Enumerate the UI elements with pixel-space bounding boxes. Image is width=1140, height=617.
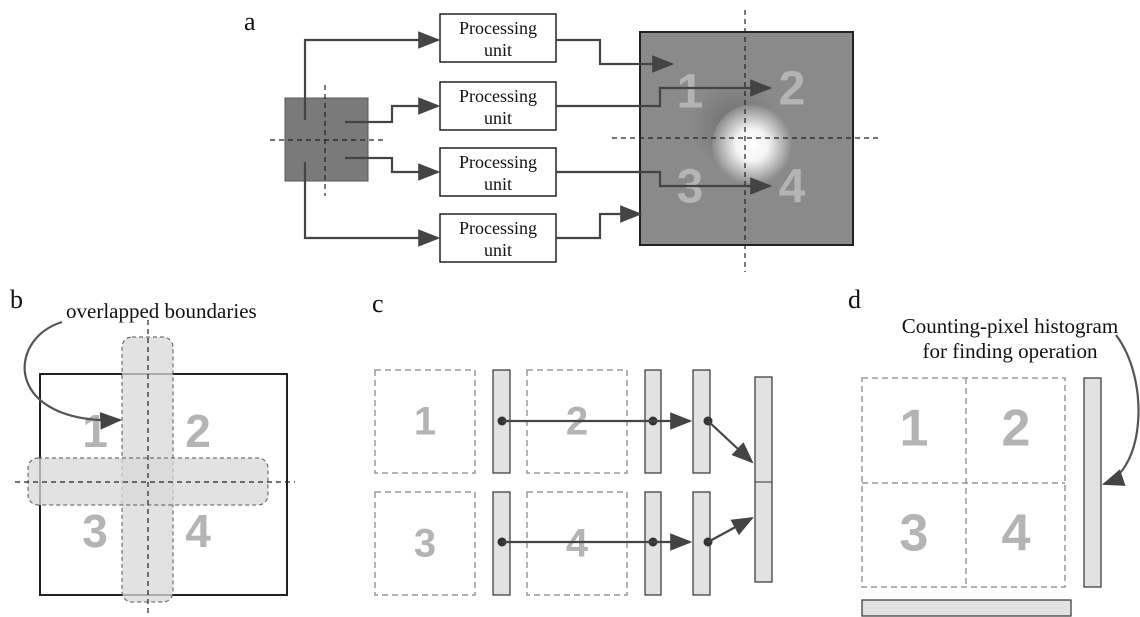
processing-units: Processing unit Processing unit Processi…: [440, 14, 556, 262]
quadrant-number: 4: [1002, 505, 1031, 563]
quadrant-number: 4: [779, 161, 806, 214]
arrow: [1104, 335, 1138, 484]
quadrant-number: 4: [566, 522, 589, 566]
unit-text: unit: [484, 174, 512, 194]
annotation: Counting-pixel histogram: [902, 314, 1118, 338]
arrow: [556, 214, 640, 238]
histogram-bar: [862, 600, 1071, 616]
quadrant-number: 3: [82, 505, 108, 557]
quadrant-number: 3: [414, 522, 436, 566]
unit-text: Processing: [459, 18, 537, 38]
panel-label: c: [372, 289, 384, 318]
panel-a: a Processing unit Processing unit Proces…: [244, 7, 880, 272]
unit-text: unit: [484, 108, 512, 128]
panel-label: a: [244, 7, 256, 36]
annotation: for finding operation: [923, 339, 1098, 363]
panel-d: d Counting-pixel histogram for finding o…: [848, 285, 1138, 616]
quadrant-number: 2: [1002, 400, 1031, 458]
unit-text: unit: [484, 240, 512, 260]
arrow: [708, 421, 752, 462]
arrow: [708, 518, 752, 542]
quadrant-number: 2: [779, 63, 806, 116]
diagram: a Processing unit Processing unit Proces…: [0, 0, 1140, 617]
unit-text: Processing: [459, 86, 537, 106]
quadrant-number: 3: [900, 505, 929, 563]
quadrant-number: 3: [677, 161, 704, 214]
unit-text: unit: [484, 40, 512, 60]
histogram-bar: [1084, 378, 1101, 587]
panel-c: c 1 2 3 4: [372, 289, 772, 595]
quadrant-number: 1: [82, 405, 108, 457]
panel-label: b: [10, 285, 23, 314]
quadrant-number: 4: [185, 505, 211, 557]
quadrant-number: 1: [677, 66, 704, 119]
unit-text: Processing: [459, 152, 537, 172]
quadrant-number: 1: [900, 400, 929, 458]
panel-b: b 1 2 3 4 overlapped boundaries: [10, 285, 295, 615]
annotation: overlapped boundaries: [66, 299, 257, 323]
quadrant-number: 1: [414, 400, 436, 444]
quadrant-number: 2: [185, 405, 211, 457]
panel-label: d: [848, 285, 861, 314]
dots: [498, 417, 713, 547]
histogram-bar: [755, 377, 772, 582]
unit-text: Processing: [459, 218, 537, 238]
